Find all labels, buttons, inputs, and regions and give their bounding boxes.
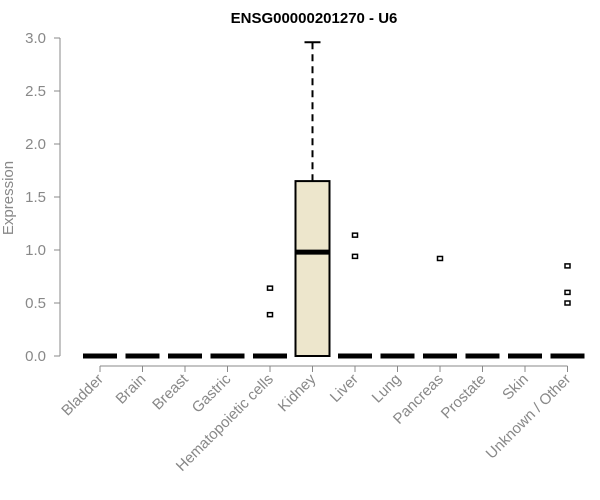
y-axis-label: Expression [0,161,17,235]
box-unknown-other [550,263,585,359]
outlier-point [351,253,359,260]
y-tick-label: 2.0 [25,136,46,153]
x-tick-label: Bladder [58,371,107,420]
x-tick-label: Kidney [275,370,320,415]
outlier-point [266,311,274,318]
x-tick-label: Prostate [438,371,490,423]
y-tick-label: 0.0 [25,348,46,365]
outlier-point [351,232,359,238]
x-tick-label: Breast [149,370,192,413]
outlier-point [564,263,571,269]
y-tick-label: 1.0 [25,242,46,259]
outlier-point [436,255,444,262]
y-axis: 0.0 0.5 1.0 1.5 2.0 2.5 3.0 [25,30,61,365]
outlier-point [266,285,274,291]
x-tick-label: Brain [113,371,150,408]
outlier-point [564,300,571,306]
box-hematopoietic-cells [253,285,287,359]
x-tick-label: Lung [369,371,405,407]
box-iqr [294,180,331,357]
outlier-point [564,289,571,296]
box-kidney [294,41,331,357]
x-tick-label: Liver [327,371,362,406]
y-tick-label: 2.5 [25,83,46,100]
chart-title: ENSG00000201270 - U6 [231,10,398,27]
y-tick-label: 3.0 [25,30,46,47]
y-tick-label: 0.5 [25,295,46,312]
x-tick-label: Skin [499,371,532,404]
box-liver [338,232,372,359]
plot-area [83,41,585,359]
box-pancreas [423,255,457,359]
y-tick-label: 1.5 [25,189,46,206]
